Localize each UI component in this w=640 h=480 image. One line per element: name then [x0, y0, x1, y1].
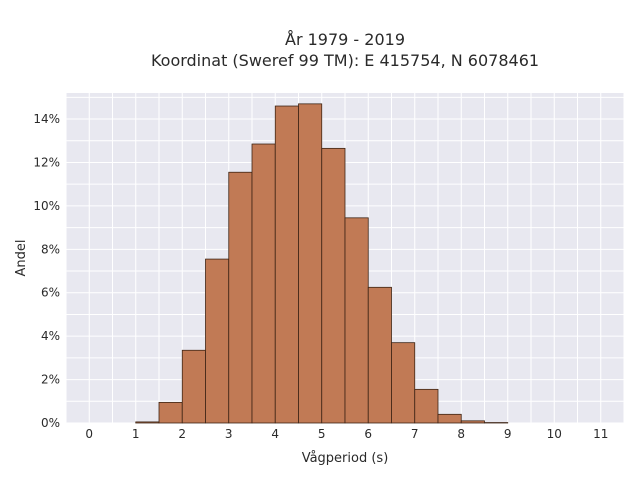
histogram-bar [344, 217, 369, 424]
y-axis-label: Andel [14, 240, 29, 277]
chart-title-line2: Koordinat (Sweref 99 TM): E 415754, N 60… [151, 51, 539, 70]
histogram-bar [158, 401, 183, 424]
histogram-bar [437, 413, 462, 424]
histogram-bar [367, 286, 392, 424]
y-tick-label: 12% [33, 155, 60, 169]
x-tick-label: 1 [132, 427, 140, 441]
x-tick-label: 10 [547, 427, 562, 441]
x-tick-label: 0 [85, 427, 93, 441]
x-tick-label: 5 [318, 427, 326, 441]
y-tick-label: 0% [41, 416, 60, 430]
histogram-bar [205, 258, 230, 424]
x-tick-label: 2 [178, 427, 186, 441]
y-tick-label: 14% [33, 112, 60, 126]
x-tick-label: 4 [271, 427, 279, 441]
x-axis-ticks: 0 1 2 3 4 5 6 7 8 9 10 11 [85, 427, 608, 441]
y-tick-label: 6% [41, 286, 60, 300]
histogram-bar [274, 105, 299, 424]
histogram-bar [298, 103, 323, 424]
histogram-bar [391, 342, 416, 424]
chart-title-line1: År 1979 - 2019 [285, 30, 405, 49]
histogram-bar [135, 421, 160, 424]
histogram-bar [460, 420, 485, 424]
histogram-bar [181, 349, 206, 424]
x-axis-label: Vågperiod (s) [302, 451, 389, 466]
y-tick-label: 4% [41, 329, 60, 343]
x-tick-label: 8 [457, 427, 465, 441]
x-tick-label: 6 [364, 427, 372, 441]
y-tick-label: 2% [41, 373, 60, 387]
bars [135, 103, 509, 424]
histogram-bar [414, 388, 439, 424]
y-tick-label: 10% [33, 199, 60, 213]
histogram-bar [228, 171, 253, 424]
histogram-bar [251, 143, 276, 424]
x-tick-label: 9 [504, 427, 512, 441]
x-tick-label: 7 [411, 427, 419, 441]
y-axis-ticks: 0% 2% 4% 6% 8% 10% 12% 14% [33, 112, 60, 430]
histogram-bar [321, 147, 346, 424]
y-tick-label: 8% [41, 242, 60, 256]
x-tick-label: 11 [593, 427, 608, 441]
x-tick-label: 3 [225, 427, 233, 441]
